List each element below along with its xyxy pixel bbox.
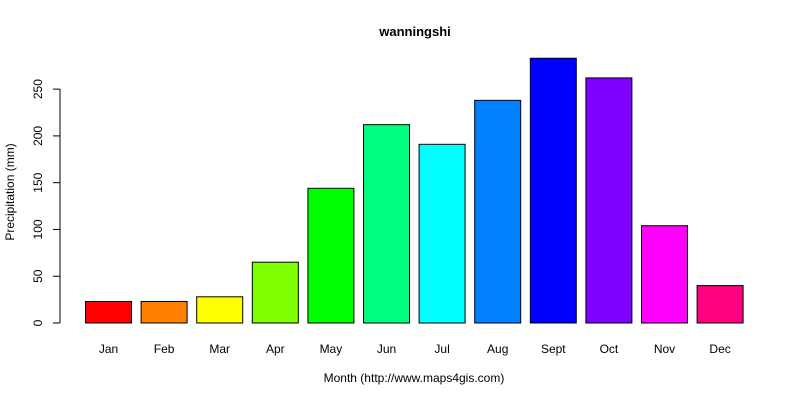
x-tick-label: Apr bbox=[266, 342, 285, 356]
bar-aug bbox=[474, 99, 522, 324]
bar-jul bbox=[418, 143, 466, 324]
x-tick-label: Dec bbox=[709, 342, 730, 356]
bar-feb bbox=[140, 300, 188, 324]
x-tick-label: Aug bbox=[487, 342, 508, 356]
x-tick-label: Sept bbox=[541, 342, 566, 356]
x-tick-label: Jan bbox=[99, 342, 118, 356]
y-tick-label: 50 bbox=[31, 269, 45, 283]
x-tick-label: Jun bbox=[377, 342, 396, 356]
x-tick-label: Jul bbox=[434, 342, 449, 356]
y-tick-label: 200 bbox=[31, 126, 45, 146]
x-tick-labels: Jan Feb Mar Apr May Jun Jul Aug Sept Oct Nov Dec bbox=[99, 342, 731, 356]
y-tick-label: 100 bbox=[31, 219, 45, 239]
x-tick-label: Mar bbox=[209, 342, 230, 356]
y-tick-label: 0 bbox=[31, 319, 45, 326]
bar-may bbox=[307, 187, 355, 324]
x-axis-label: Month (http://www.maps4gis.com) bbox=[324, 371, 505, 385]
y-axis-label: Precipitation (mm) bbox=[3, 143, 17, 240]
y-tick-label: 150 bbox=[31, 172, 45, 192]
bar-mar bbox=[196, 296, 244, 324]
chart-title: wanningshi bbox=[378, 24, 451, 39]
y-axis: 0 50 100 150 200 250 bbox=[31, 79, 61, 326]
y-tick-label: 250 bbox=[31, 79, 45, 99]
x-tick-label: May bbox=[320, 342, 343, 356]
bars-group bbox=[85, 57, 744, 324]
bar-oct bbox=[585, 77, 633, 324]
bar-jan bbox=[85, 300, 132, 324]
x-tick-label: Oct bbox=[600, 342, 619, 356]
x-tick-label: Feb bbox=[154, 342, 175, 356]
bar-nov bbox=[641, 225, 688, 324]
bar-dec bbox=[696, 285, 744, 324]
bar-apr bbox=[251, 261, 299, 324]
bar-jun bbox=[363, 124, 410, 324]
bar-sept bbox=[529, 57, 577, 324]
x-tick-label: Nov bbox=[654, 342, 675, 356]
